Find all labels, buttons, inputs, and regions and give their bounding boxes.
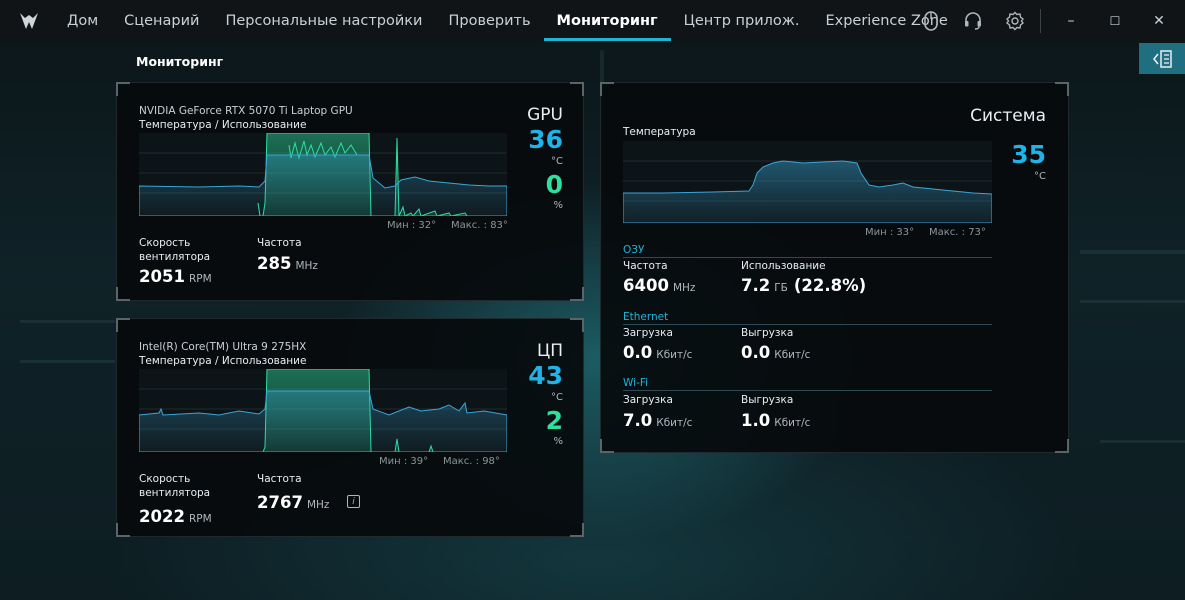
close-button[interactable]: ✕ xyxy=(1153,13,1165,29)
wifi-download: 7.0 Кбит/с xyxy=(623,411,693,430)
minimize-button[interactable]: – xyxy=(1067,13,1075,29)
gpu-usage-unit: % xyxy=(553,200,563,211)
ethernet-download: 0.0 Кбит/с xyxy=(623,343,693,362)
mouse-icon[interactable] xyxy=(914,0,948,42)
cpu-min: Мин : 39° xyxy=(379,456,429,467)
ram-divider xyxy=(623,257,992,258)
cpu-temp-unit: °C xyxy=(551,392,563,403)
cpu-history-chart xyxy=(139,369,507,452)
ethernet-divider xyxy=(623,324,992,325)
gpu-min: Мин : 32° xyxy=(387,220,437,231)
ram-section-label: ОЗУ xyxy=(623,244,645,256)
cpu-temperature: 43 xyxy=(528,361,563,390)
ethernet-upload: 0.0 Кбит/с xyxy=(741,343,811,362)
nav-personal-settings[interactable]: Персональные настройки xyxy=(225,13,423,29)
gpu-max: Макс. : 83° xyxy=(451,220,508,231)
gpu-panel: NVIDIA GeForce RTX 5070 Ti Laptop GPU Те… xyxy=(116,82,584,301)
gpu-name: NVIDIA GeForce RTX 5070 Ti Laptop GPU xyxy=(139,105,353,117)
info-icon[interactable]: i xyxy=(347,495,360,508)
cpu-chart-label: Температура / Использование xyxy=(139,355,307,367)
system-chart-label: Температура xyxy=(623,126,696,138)
main-nav: Дом Сценарий Персональные настройки Пров… xyxy=(54,0,961,42)
wifi-upload-label: Выгрузка xyxy=(741,394,794,406)
cpu-usage: 2 xyxy=(545,406,563,435)
ethernet-download-label: Загрузка xyxy=(623,327,673,339)
gpu-freq-label: Частота xyxy=(257,237,302,249)
divider xyxy=(1040,9,1041,33)
cpu-fan-speed: 2022 RPM xyxy=(139,507,212,526)
wifi-download-label: Загрузка xyxy=(623,394,673,406)
top-right-controls: – ☐ ✕ xyxy=(914,0,1185,42)
gpu-temperature: 36 xyxy=(528,125,563,154)
wifi-upload: 1.0 Кбит/с xyxy=(741,411,811,430)
gpu-history-chart xyxy=(139,133,507,216)
ram-freq-label: Частота xyxy=(623,260,668,272)
ram-frequency: 6400 MHz xyxy=(623,276,696,295)
system-temp-area xyxy=(623,160,992,223)
system-temp-unit: °C xyxy=(1034,171,1046,182)
cpu-usage-unit: % xyxy=(553,436,563,447)
system-temperature: 35 xyxy=(1011,140,1046,169)
ethernet-section-label: Ethernet xyxy=(623,311,669,323)
nav-monitoring[interactable]: Мониторинг xyxy=(543,0,671,42)
gpu-temp-unit: °C xyxy=(551,156,563,167)
nav-scenario[interactable]: Сценарий xyxy=(124,13,200,29)
system-min: Мин : 33° xyxy=(865,227,915,238)
cpu-temp-area xyxy=(139,390,507,452)
side-panel-toggle-button[interactable] xyxy=(1139,43,1185,74)
cpu-title: ЦП xyxy=(537,341,563,361)
ram-usage: 7.2 ГБ (22.8%) xyxy=(741,276,867,295)
gear-icon[interactable] xyxy=(998,0,1032,42)
headset-support-icon[interactable] xyxy=(956,0,990,42)
top-navigation-bar: Дом Сценарий Персональные настройки Пров… xyxy=(0,0,1185,42)
system-max: Макс. : 73° xyxy=(929,227,986,238)
nav-app-center[interactable]: Центр прилож. xyxy=(683,13,800,29)
cpu-freq-label: Частота xyxy=(257,473,302,485)
gpu-temp-area xyxy=(139,154,507,216)
nav-home[interactable]: Дом xyxy=(67,13,99,29)
cpu-fan-label: Скорость вентилятора xyxy=(139,473,211,499)
gpu-title: GPU xyxy=(527,105,563,125)
wifi-section-label: Wi-Fi xyxy=(623,377,649,389)
maximize-button[interactable]: ☐ xyxy=(1109,14,1121,28)
gpu-usage: 0 xyxy=(545,170,563,199)
wifi-divider xyxy=(623,390,992,391)
ethernet-upload-label: Выгрузка xyxy=(741,327,794,339)
gpu-frequency: 285 MHz xyxy=(257,254,318,273)
collapse-panel-icon xyxy=(1152,49,1172,68)
gpu-spikes xyxy=(288,140,358,160)
gpu-chart-label: Температура / Использование xyxy=(139,119,307,131)
predator-logo-icon xyxy=(20,13,38,29)
cpu-name: Intel(R) Core(TM) Ultra 9 275HX xyxy=(139,341,307,353)
page-title: Мониторинг xyxy=(136,54,224,69)
system-title: Система xyxy=(970,106,1046,126)
ram-usage-label: Использование xyxy=(741,260,826,272)
system-panel: Система 35 °C Температура Мин : 33° Макс… xyxy=(600,82,1069,453)
system-temp-chart xyxy=(623,141,992,223)
cpu-frequency: 2767 MHz xyxy=(257,493,330,512)
nav-check[interactable]: Проверить xyxy=(448,13,531,29)
cpu-max: Макс. : 98° xyxy=(443,456,500,467)
nav-experience-zone[interactable]: Experience Zone xyxy=(825,13,948,29)
gpu-fan-label: Скорость вентилятора xyxy=(139,237,211,263)
gpu-fan-speed: 2051 RPM xyxy=(139,267,212,286)
cpu-panel: Intel(R) Core(TM) Ultra 9 275HX Температ… xyxy=(116,318,584,537)
